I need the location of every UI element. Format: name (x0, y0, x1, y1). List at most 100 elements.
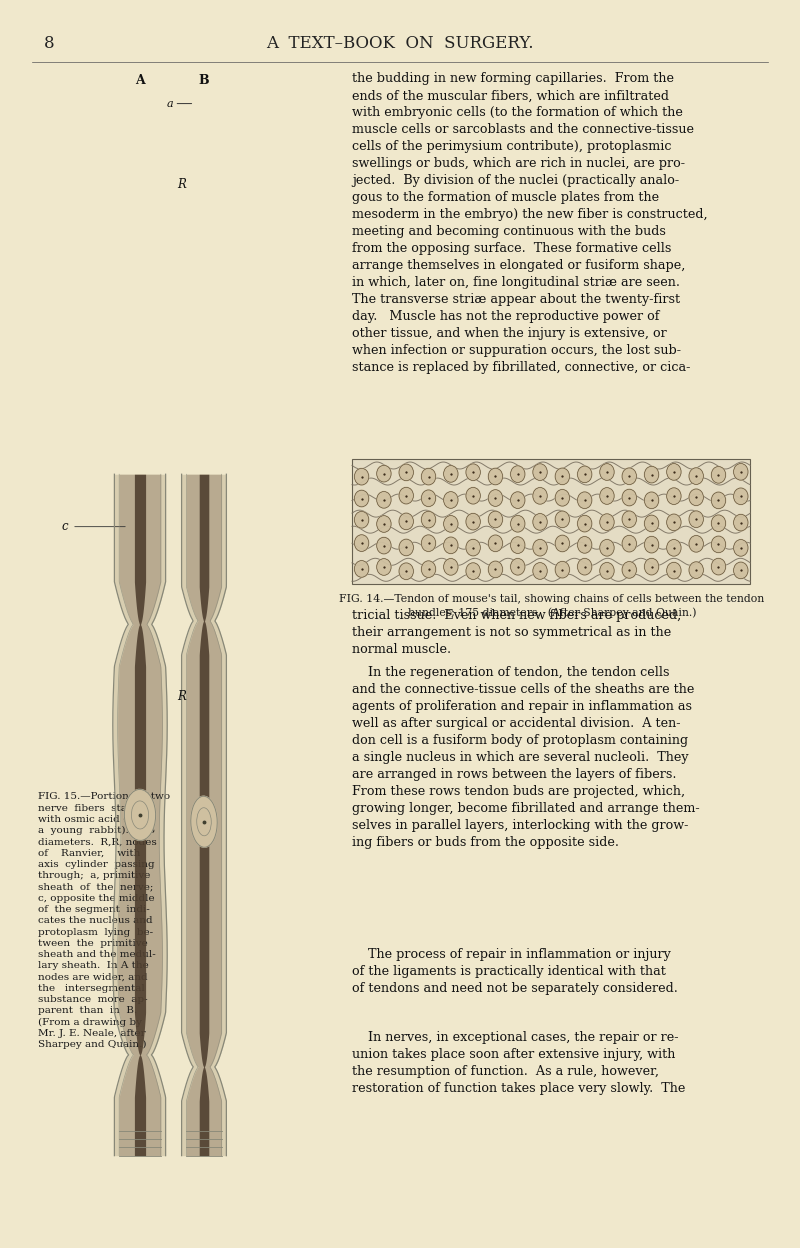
Ellipse shape (422, 560, 436, 578)
Text: In the regeneration of tendon, the tendon cells
and the connective-tissue cells : In the regeneration of tendon, the tendo… (352, 666, 700, 850)
Ellipse shape (422, 512, 436, 528)
Ellipse shape (578, 558, 592, 575)
Ellipse shape (399, 487, 414, 504)
Ellipse shape (444, 466, 458, 482)
Ellipse shape (622, 468, 637, 484)
Ellipse shape (622, 535, 637, 552)
Text: In nerves, in exceptional cases, the repair or re-
union takes place soon after : In nerves, in exceptional cases, the rep… (352, 1031, 686, 1094)
Text: 8: 8 (44, 35, 54, 52)
Ellipse shape (399, 464, 414, 480)
Ellipse shape (622, 489, 637, 505)
Ellipse shape (466, 464, 480, 480)
Ellipse shape (578, 492, 592, 508)
Ellipse shape (488, 489, 502, 507)
Bar (352, 459, 750, 584)
Text: FIG. 14.—Tendon of mouse's tail, showing chains of cells between the tendon
bund: FIG. 14.—Tendon of mouse's tail, showing… (339, 594, 765, 618)
Ellipse shape (422, 468, 436, 485)
Text: tricial tissue.  Even when new fibers are produced,
their arrangement is not so : tricial tissue. Even when new fibers are… (352, 609, 682, 656)
Ellipse shape (354, 534, 369, 552)
Text: A  TEXT–BOOK  ON  SURGERY.: A TEXT–BOOK ON SURGERY. (266, 35, 534, 52)
Ellipse shape (354, 468, 369, 485)
Ellipse shape (666, 539, 681, 557)
Ellipse shape (555, 535, 570, 552)
Ellipse shape (578, 537, 592, 553)
Ellipse shape (555, 562, 570, 578)
Ellipse shape (734, 562, 748, 579)
Ellipse shape (510, 558, 525, 575)
Ellipse shape (190, 796, 218, 847)
Ellipse shape (689, 562, 703, 578)
Ellipse shape (533, 563, 547, 579)
Ellipse shape (533, 539, 547, 557)
Ellipse shape (600, 464, 614, 480)
Ellipse shape (644, 492, 658, 509)
Ellipse shape (124, 790, 156, 840)
Ellipse shape (488, 562, 502, 578)
Ellipse shape (689, 468, 703, 484)
Ellipse shape (466, 539, 480, 555)
Ellipse shape (466, 488, 480, 504)
Ellipse shape (510, 515, 525, 532)
Ellipse shape (422, 535, 436, 552)
Ellipse shape (488, 535, 502, 552)
Ellipse shape (666, 463, 681, 480)
Ellipse shape (734, 539, 748, 557)
Ellipse shape (354, 490, 369, 507)
Ellipse shape (600, 563, 614, 579)
Ellipse shape (399, 539, 414, 555)
Ellipse shape (600, 488, 614, 504)
Ellipse shape (444, 537, 458, 554)
Ellipse shape (644, 537, 658, 553)
Ellipse shape (444, 559, 458, 575)
Ellipse shape (533, 464, 547, 480)
Ellipse shape (711, 492, 726, 509)
Ellipse shape (488, 512, 502, 528)
Ellipse shape (377, 515, 391, 533)
Ellipse shape (377, 492, 391, 508)
Text: FIG. 15.—Portions of two
nerve  fibers  stained
with osmic acid (from
a  young  : FIG. 15.—Portions of two nerve fibers st… (38, 792, 170, 1050)
Text: The process of repair in inflammation or injury
of the ligaments is practically : The process of repair in inflammation or… (352, 948, 678, 996)
Text: B: B (198, 75, 210, 87)
Ellipse shape (510, 492, 525, 508)
Text: R: R (178, 178, 186, 191)
Text: a: a (167, 99, 174, 109)
Text: R: R (178, 690, 186, 703)
Ellipse shape (578, 515, 592, 532)
Ellipse shape (354, 560, 369, 578)
Ellipse shape (399, 513, 414, 529)
Ellipse shape (711, 537, 726, 553)
Ellipse shape (600, 539, 614, 557)
Ellipse shape (689, 510, 703, 528)
Ellipse shape (666, 488, 681, 504)
Ellipse shape (689, 535, 703, 552)
Ellipse shape (644, 467, 658, 483)
Ellipse shape (488, 468, 502, 484)
Ellipse shape (377, 559, 391, 575)
Ellipse shape (711, 467, 726, 483)
Ellipse shape (666, 514, 681, 530)
Ellipse shape (533, 514, 547, 530)
Ellipse shape (444, 492, 458, 508)
Ellipse shape (711, 515, 726, 532)
Ellipse shape (377, 538, 391, 554)
Ellipse shape (666, 563, 681, 579)
Ellipse shape (466, 513, 480, 530)
Ellipse shape (555, 468, 570, 484)
Ellipse shape (622, 510, 637, 528)
Ellipse shape (734, 463, 748, 480)
Ellipse shape (689, 489, 703, 505)
Ellipse shape (711, 558, 726, 575)
Ellipse shape (354, 512, 369, 528)
Ellipse shape (377, 466, 391, 482)
Ellipse shape (600, 514, 614, 530)
Ellipse shape (644, 558, 658, 575)
Text: the budding in new forming capillaries.  From the
ends of the muscular fibers, w: the budding in new forming capillaries. … (352, 72, 708, 374)
Ellipse shape (734, 514, 748, 530)
Ellipse shape (422, 490, 436, 507)
Ellipse shape (533, 488, 547, 504)
Ellipse shape (466, 563, 480, 579)
Ellipse shape (555, 510, 570, 528)
Ellipse shape (510, 537, 525, 553)
Ellipse shape (399, 563, 414, 579)
Text: c: c (62, 520, 68, 533)
